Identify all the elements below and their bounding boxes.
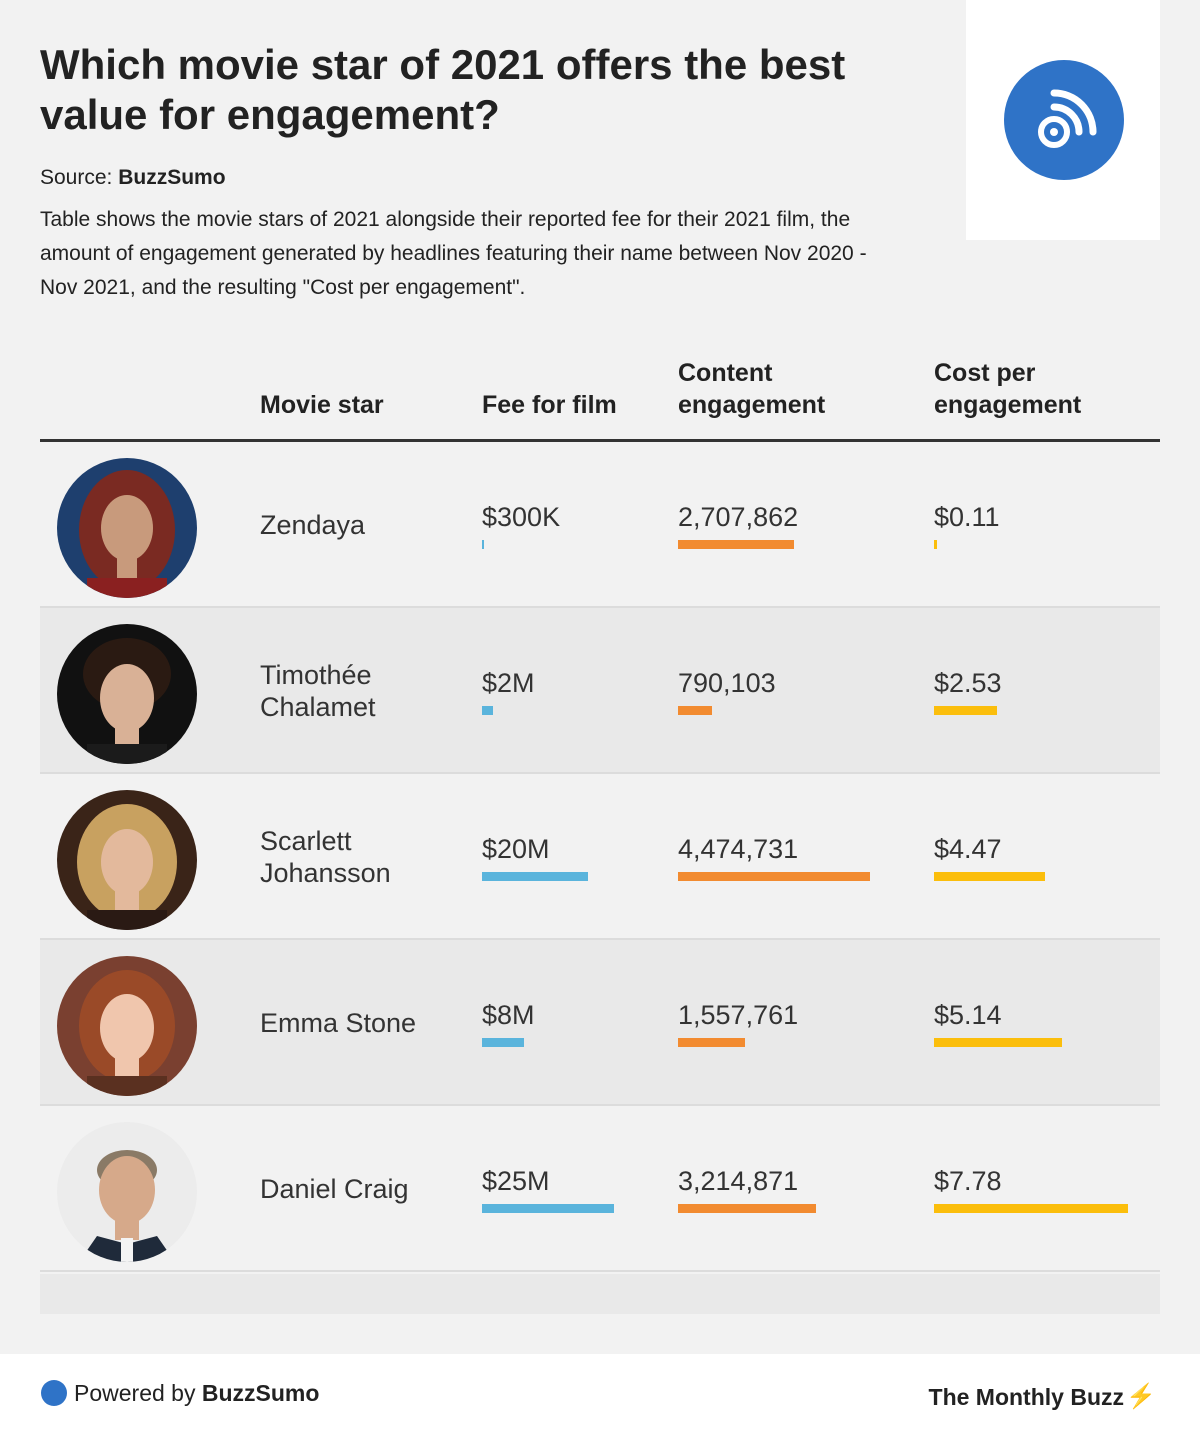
star-name: Daniel Craig	[260, 1174, 409, 1204]
avatar-photo	[57, 956, 197, 1096]
cost-value: $0.11	[934, 502, 1000, 532]
avatar-photo	[57, 790, 197, 930]
lightning-bolt-icon: ⚡	[1126, 1383, 1156, 1410]
footer: Powered by BuzzSumo The Monthly Buzz ⚡	[0, 1354, 1200, 1436]
header-engagement: Content engagement	[678, 359, 826, 419]
star-name: Scarlett Johansson	[260, 826, 391, 888]
powered-by: Powered by BuzzSumo	[74, 1380, 319, 1407]
fee-bar	[482, 1038, 524, 1047]
fee-value: $20M	[482, 834, 550, 864]
engagement-bar	[678, 706, 712, 715]
cost-bar	[934, 1204, 1128, 1213]
cost-bar	[934, 872, 1045, 881]
page-title: Which movie star of 2021 offers the best…	[40, 41, 846, 138]
star-name: Zendaya	[260, 510, 366, 540]
engagement-bar	[678, 872, 870, 881]
newsletter-name: The Monthly Buzz	[928, 1384, 1124, 1410]
logo-panel	[966, 0, 1160, 240]
cost-bar	[934, 1038, 1062, 1047]
source-name: BuzzSumo	[118, 166, 226, 189]
header-fee: Fee for film	[482, 391, 617, 419]
fee-value: $2M	[482, 668, 535, 698]
table-row: Daniel Craig $25M 3,214,871 $7.78	[40, 1106, 1160, 1272]
table-row: Emma Stone $8M 1,557,761 $5.14	[40, 940, 1160, 1106]
engagement-value: 1,557,761	[678, 1000, 799, 1030]
table-header: Movie star Fee for film Content engageme…	[40, 359, 1160, 442]
engagement-value: 4,474,731	[678, 834, 799, 864]
fee-bar	[482, 872, 588, 881]
table-row: Scarlett Johansson $20M 4,474,731 $4.47	[40, 774, 1160, 940]
fee-value: $8M	[482, 1000, 535, 1030]
fee-value: $300K	[482, 502, 561, 532]
source-label: Source:	[40, 166, 113, 189]
engagement-bar	[678, 1204, 816, 1213]
table-row: Timothée Chalamet $2M 790,103 $2.53	[40, 608, 1160, 774]
engagement-value: 3,214,871	[678, 1166, 799, 1196]
cost-bar	[934, 706, 997, 715]
fee-bar	[482, 540, 484, 549]
table-footer-spacer	[40, 1274, 1160, 1314]
engagement-bar	[678, 1038, 745, 1047]
table-body: Zendaya $300K 2,707,862 $0.11 Timothée C…	[40, 442, 1160, 1272]
cost-value: $4.47	[934, 834, 1002, 864]
cost-value: $5.14	[934, 1000, 1002, 1030]
avatar-photo	[57, 458, 197, 598]
cost-value: $7.78	[934, 1166, 1002, 1196]
engagement-value: 790,103	[678, 668, 776, 698]
avatar-photo	[57, 1122, 197, 1262]
buzzsumo-dot-icon	[41, 1380, 67, 1406]
header-cost: Cost per engagement	[934, 359, 1082, 419]
fee-bar	[482, 1204, 614, 1213]
star-name: Timothée Chalamet	[260, 660, 376, 722]
table-row: Zendaya $300K 2,707,862 $0.11	[40, 442, 1160, 608]
avatar-photo	[57, 624, 197, 764]
table-description: Table shows the movie stars of 2021 alon…	[40, 208, 867, 299]
header-movie-star: Movie star	[260, 391, 384, 419]
rss-feed-icon	[1004, 60, 1124, 180]
engagement-value: 2,707,862	[678, 502, 799, 532]
fee-value: $25M	[482, 1166, 550, 1196]
engagement-bar	[678, 540, 794, 549]
source-line: Source: BuzzSumo	[40, 166, 226, 190]
powered-prefix: Powered by	[74, 1380, 196, 1406]
star-name: Emma Stone	[260, 1008, 417, 1038]
cost-value: $2.53	[934, 668, 1002, 698]
fee-bar	[482, 706, 493, 715]
cost-bar	[934, 540, 937, 549]
powered-brand: BuzzSumo	[201, 1380, 320, 1406]
